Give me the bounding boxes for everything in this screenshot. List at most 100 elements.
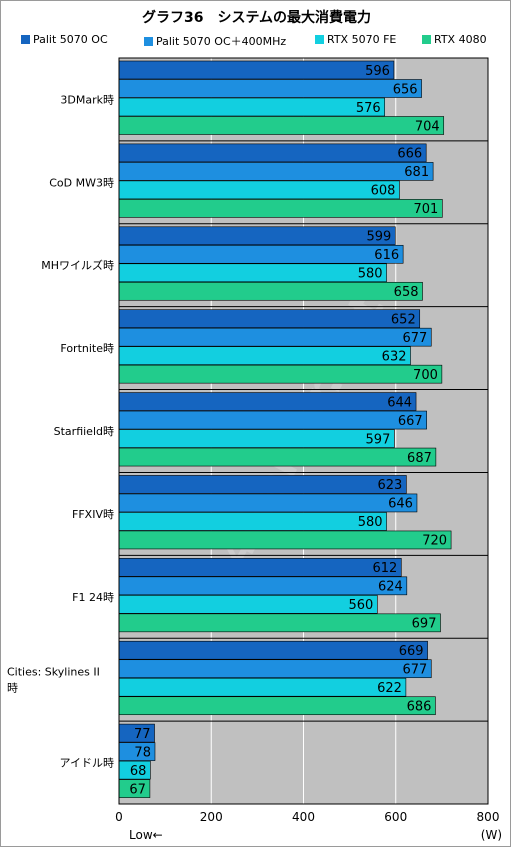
bar xyxy=(118,226,396,246)
data-label: 623 xyxy=(378,478,403,493)
data-label: 677 xyxy=(402,331,427,346)
legend-item: RTX 5070 FE xyxy=(315,33,396,46)
bar xyxy=(118,244,404,264)
legend: Palit 5070 OC Palit 5070 OC＋400MHz RTX 507… xyxy=(1,33,511,49)
data-label: 697 xyxy=(412,617,437,632)
bar xyxy=(118,392,417,411)
legend-swatch xyxy=(21,35,30,44)
data-label: 700 xyxy=(413,368,438,383)
data-label: 78 xyxy=(134,745,151,760)
data-label: 597 xyxy=(366,432,391,447)
legend-item: Palit 5070 OC xyxy=(21,33,108,46)
data-label: 67 xyxy=(129,782,146,797)
data-label: 596 xyxy=(365,64,390,79)
bar xyxy=(118,346,411,365)
bar xyxy=(118,263,387,283)
data-label: 701 xyxy=(414,202,439,217)
bar xyxy=(118,162,434,181)
data-label: 624 xyxy=(378,580,403,595)
data-label: 622 xyxy=(377,681,402,696)
x-tick-label: 400 xyxy=(292,810,315,824)
plot-frame xyxy=(118,57,489,805)
bar xyxy=(118,677,407,697)
legend-label: RTX 4080 xyxy=(434,33,487,46)
chart-title: グラフ36 システムの最大消費電力 xyxy=(141,10,372,26)
data-label: 608 xyxy=(371,184,396,199)
bar xyxy=(118,199,443,218)
data-label: 580 xyxy=(358,267,383,282)
data-label: 632 xyxy=(382,349,407,364)
data-label: 77 xyxy=(134,727,151,742)
bar xyxy=(118,530,452,550)
bar xyxy=(118,309,421,328)
category-label: アイドル時 xyxy=(60,757,114,770)
data-label: 677 xyxy=(402,662,427,677)
legend-item: RTX 4080 xyxy=(422,33,487,46)
bar xyxy=(118,327,432,347)
legend-label: Palit 5070 OC xyxy=(33,33,108,46)
bar xyxy=(118,576,408,596)
bar xyxy=(118,116,445,135)
bar xyxy=(118,512,387,531)
data-label: 686 xyxy=(407,699,432,714)
bar xyxy=(118,493,418,513)
x-tick-label: 600 xyxy=(384,810,407,824)
x-axis-unit: (W) xyxy=(480,828,502,842)
bar xyxy=(118,79,422,98)
bar xyxy=(118,281,423,301)
bar xyxy=(118,97,385,117)
bar xyxy=(118,595,378,614)
legend-item: Palit 5070 OC＋400MHz xyxy=(144,33,286,49)
legend-swatch xyxy=(422,35,431,44)
category-label: MHワイルズ時 xyxy=(41,258,114,272)
data-label: 704 xyxy=(415,119,440,134)
x-tick-label: 800 xyxy=(477,810,500,824)
bar xyxy=(118,613,441,633)
data-label: 646 xyxy=(388,497,413,512)
data-label: 652 xyxy=(391,312,416,327)
bar xyxy=(118,180,400,200)
x-axis-note: Low← xyxy=(129,828,163,842)
bar xyxy=(118,558,402,577)
data-label: 580 xyxy=(358,515,383,530)
data-label: 560 xyxy=(348,598,373,613)
data-label: 666 xyxy=(397,147,422,162)
data-label: 644 xyxy=(387,395,412,410)
legend-swatch xyxy=(144,36,153,46)
data-label: 667 xyxy=(398,414,423,429)
bar xyxy=(118,447,437,467)
category-label: Fortnite時 xyxy=(60,342,114,355)
category-label: 時 xyxy=(7,682,18,695)
x-tick-label: 0 xyxy=(115,810,123,824)
bar xyxy=(118,364,443,384)
category-label: Starfiield時 xyxy=(54,425,114,438)
bar xyxy=(118,429,395,448)
data-label: 720 xyxy=(422,534,447,549)
bar xyxy=(118,696,436,716)
data-label: 599 xyxy=(366,230,391,245)
data-label: 681 xyxy=(404,165,429,180)
data-label: 616 xyxy=(374,248,399,263)
x-tick-label: 200 xyxy=(200,810,223,824)
category-label: FFXIV時 xyxy=(72,508,114,521)
data-label: 687 xyxy=(407,451,432,466)
bar xyxy=(118,659,432,679)
data-label: 576 xyxy=(356,101,381,116)
legend-swatch xyxy=(315,35,324,44)
data-label: 68 xyxy=(130,764,147,779)
data-label: 612 xyxy=(372,561,397,576)
category-label: 3DMark時 xyxy=(60,93,114,106)
data-label: 669 xyxy=(399,644,424,659)
category-label: CoD MW3時 xyxy=(49,176,114,189)
category-label: F1 24時 xyxy=(72,591,114,604)
data-label: 656 xyxy=(393,82,418,97)
bar xyxy=(118,410,427,430)
category-label: Cities: Skylines II xyxy=(7,666,100,679)
legend-label: RTX 5070 FE xyxy=(327,33,397,46)
bar xyxy=(118,60,395,80)
bar xyxy=(118,640,428,660)
legend-label: Palit 5070 OC＋400MHz xyxy=(156,35,287,48)
data-label: 658 xyxy=(394,285,419,300)
